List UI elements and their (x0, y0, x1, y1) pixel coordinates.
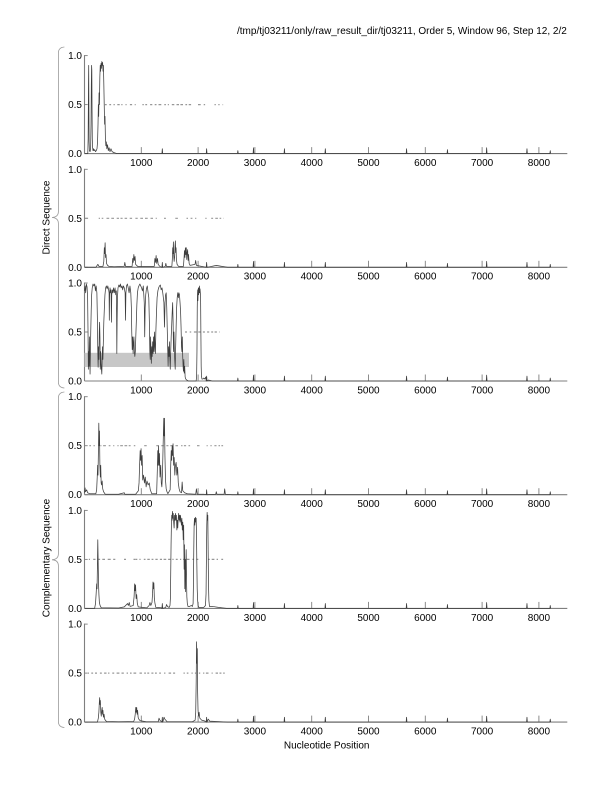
svg-text:1.0: 1.0 (68, 620, 82, 631)
svg-text:6000: 6000 (414, 727, 437, 738)
svg-text:0.5: 0.5 (68, 669, 82, 680)
svg-text:8000: 8000 (528, 499, 551, 510)
svg-text:7000: 7000 (471, 158, 494, 169)
svg-text:7000: 7000 (471, 613, 494, 624)
svg-text:4000: 4000 (301, 613, 324, 624)
svg-text:4000: 4000 (301, 385, 324, 396)
svg-text:4000: 4000 (301, 727, 324, 738)
svg-text:0.0: 0.0 (68, 263, 82, 274)
svg-text:5000: 5000 (357, 499, 380, 510)
svg-text:Direct Sequence: Direct Sequence (42, 180, 53, 254)
svg-text:5000: 5000 (357, 158, 380, 169)
svg-text:1.0: 1.0 (68, 279, 82, 290)
svg-text:3000: 3000 (244, 499, 267, 510)
svg-text:6000: 6000 (414, 158, 437, 169)
svg-text:8000: 8000 (528, 158, 551, 169)
svg-text:3000: 3000 (244, 272, 267, 283)
svg-text:3000: 3000 (244, 613, 267, 624)
svg-text:5000: 5000 (357, 272, 380, 283)
svg-text:2000: 2000 (187, 385, 210, 396)
svg-text:1000: 1000 (130, 727, 153, 738)
svg-text:0.0: 0.0 (68, 377, 82, 388)
svg-text:3000: 3000 (244, 385, 267, 396)
svg-text:4000: 4000 (301, 158, 324, 169)
svg-text:5000: 5000 (357, 385, 380, 396)
svg-text:1.0: 1.0 (68, 506, 82, 517)
svg-text:1000: 1000 (130, 499, 153, 510)
svg-text:0.0: 0.0 (68, 604, 82, 615)
svg-text:8000: 8000 (528, 613, 551, 624)
svg-text:6000: 6000 (414, 499, 437, 510)
svg-text:7000: 7000 (471, 727, 494, 738)
svg-text:1000: 1000 (130, 385, 153, 396)
svg-text:0.0: 0.0 (68, 149, 82, 160)
svg-text:8000: 8000 (528, 385, 551, 396)
svg-text:/tmp/tj03211/only/raw_result_d: /tmp/tj03211/only/raw_result_dir/tj03211… (237, 26, 567, 37)
svg-text:2000: 2000 (187, 499, 210, 510)
svg-text:0.5: 0.5 (68, 214, 82, 225)
svg-text:Nucleotide Position: Nucleotide Position (284, 740, 370, 751)
svg-text:0.5: 0.5 (68, 555, 82, 566)
svg-text:8000: 8000 (528, 727, 551, 738)
svg-text:2000: 2000 (187, 272, 210, 283)
svg-text:0.0: 0.0 (68, 718, 82, 729)
svg-text:1000: 1000 (130, 272, 153, 283)
svg-text:6000: 6000 (414, 613, 437, 624)
svg-text:1000: 1000 (130, 613, 153, 624)
svg-text:3000: 3000 (244, 158, 267, 169)
svg-text:1.0: 1.0 (68, 51, 82, 62)
svg-text:1.0: 1.0 (68, 165, 82, 176)
svg-text:0.0: 0.0 (68, 490, 82, 501)
svg-text:4000: 4000 (301, 272, 324, 283)
svg-text:1000: 1000 (130, 158, 153, 169)
svg-text:1.0: 1.0 (68, 392, 82, 403)
svg-text:2000: 2000 (187, 613, 210, 624)
svg-text:6000: 6000 (414, 272, 437, 283)
svg-text:7000: 7000 (471, 385, 494, 396)
svg-text:7000: 7000 (471, 272, 494, 283)
svg-text:0.5: 0.5 (68, 100, 82, 111)
svg-text:0.5: 0.5 (68, 328, 82, 339)
svg-text:5000: 5000 (357, 727, 380, 738)
svg-text:Complementary Sequence: Complementary Sequence (42, 498, 53, 617)
svg-text:2000: 2000 (187, 158, 210, 169)
svg-text:0.5: 0.5 (68, 441, 82, 452)
svg-text:4000: 4000 (301, 499, 324, 510)
svg-text:2000: 2000 (187, 727, 210, 738)
svg-text:8000: 8000 (528, 272, 551, 283)
svg-text:5000: 5000 (357, 613, 380, 624)
svg-text:3000: 3000 (244, 727, 267, 738)
svg-text:7000: 7000 (471, 499, 494, 510)
svg-text:6000: 6000 (414, 385, 437, 396)
